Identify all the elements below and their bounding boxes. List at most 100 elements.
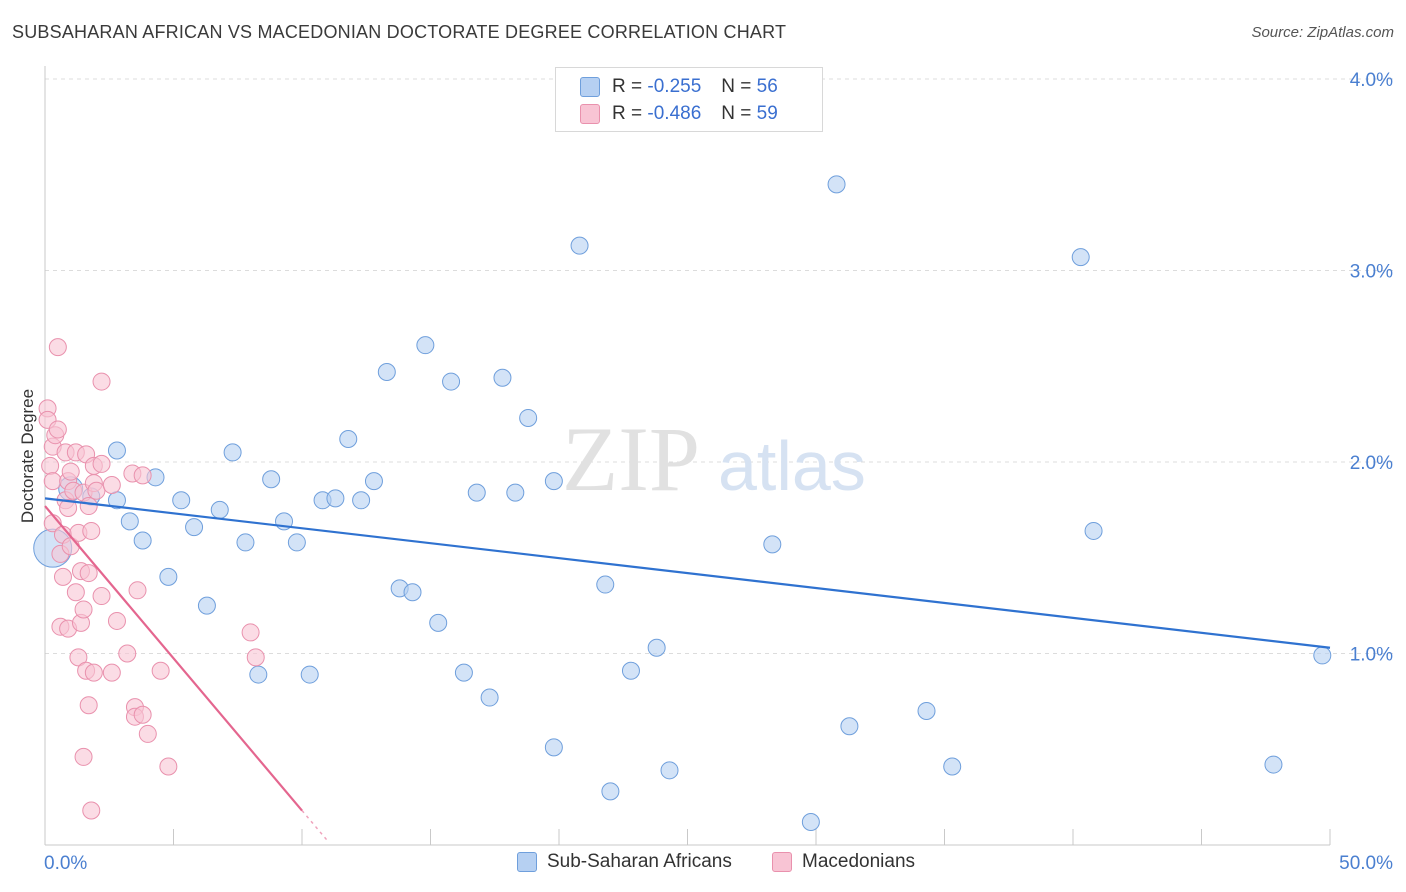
data-point bbox=[138, 724, 157, 743]
watermark-zip: ZIP bbox=[562, 408, 700, 510]
data-point bbox=[262, 470, 281, 489]
data-point bbox=[159, 567, 178, 586]
data-point bbox=[102, 663, 121, 682]
data-point bbox=[172, 491, 191, 510]
source-credit: Source: ZipAtlas.com bbox=[1251, 24, 1394, 41]
legend-item-macedonian: Macedonians bbox=[772, 851, 915, 873]
data-point bbox=[1071, 248, 1090, 267]
x-tick-label-min: 0.0% bbox=[44, 853, 87, 874]
data-point bbox=[1084, 521, 1103, 540]
data-point bbox=[429, 613, 448, 632]
data-point bbox=[74, 747, 93, 766]
y-tick-label: 2.0% bbox=[1350, 453, 1393, 474]
legend-n-value: 59 bbox=[756, 103, 778, 124]
data-point bbox=[377, 362, 396, 381]
trend-line-macedonian bbox=[44, 505, 303, 812]
data-point bbox=[326, 489, 345, 508]
data-point bbox=[763, 535, 782, 554]
data-point bbox=[92, 454, 111, 473]
y-tick-label: 3.0% bbox=[1350, 262, 1393, 283]
data-point bbox=[223, 443, 242, 462]
legend-r-label: R = bbox=[612, 103, 643, 124]
data-point bbox=[352, 491, 371, 510]
legend-item-sub-saharan: Sub-Saharan Africans bbox=[517, 851, 732, 873]
data-point bbox=[185, 518, 204, 537]
data-point bbox=[79, 696, 98, 715]
data-point bbox=[493, 368, 512, 387]
legend-swatch-pink bbox=[772, 852, 792, 872]
chart-title: SUBSAHARAN AFRICAN VS MACEDONIAN DOCTORA… bbox=[12, 22, 787, 42]
x-tick-label-max: 50.0% bbox=[1339, 853, 1393, 874]
data-point bbox=[48, 420, 67, 439]
y-tick-label: 4.0% bbox=[1350, 70, 1393, 91]
data-point bbox=[151, 661, 170, 680]
data-point bbox=[159, 757, 178, 776]
data-point bbox=[840, 717, 859, 736]
data-point bbox=[82, 521, 101, 540]
trend-line-sub-saharan bbox=[44, 497, 1331, 649]
data-point bbox=[943, 757, 962, 776]
gridlines bbox=[45, 78, 1393, 654]
legend-swatch-blue bbox=[517, 852, 537, 872]
data-point bbox=[92, 372, 111, 391]
legend-row-macedonian: R = -0.486 N = 59 bbox=[580, 102, 778, 126]
legend-label-sub-saharan: Sub-Saharan Africans bbox=[547, 851, 732, 872]
y-tick-label: 1.0% bbox=[1350, 645, 1393, 666]
legend-r-label: R = bbox=[612, 76, 643, 97]
data-point bbox=[43, 472, 62, 491]
data-point bbox=[300, 665, 319, 684]
legend-label-macedonian: Macedonians bbox=[802, 851, 916, 872]
data-point bbox=[827, 175, 846, 194]
data-point bbox=[133, 466, 152, 485]
data-point bbox=[442, 372, 461, 391]
stats-legend: R = -0.255 N = 56 R = -0.486 N = 59 bbox=[555, 67, 823, 132]
data-point bbox=[41, 456, 60, 475]
data-point bbox=[467, 483, 486, 502]
data-point bbox=[53, 567, 72, 586]
data-point bbox=[1313, 646, 1332, 665]
data-point bbox=[236, 533, 255, 552]
data-point bbox=[647, 638, 666, 657]
watermark: ZIP atlas bbox=[562, 408, 866, 510]
data-point bbox=[102, 475, 121, 494]
data-point bbox=[544, 472, 563, 491]
x-tick-marks bbox=[173, 829, 1331, 845]
trend-line-macedonian-extension bbox=[301, 810, 329, 842]
data-point bbox=[82, 801, 101, 820]
data-point bbox=[120, 512, 139, 531]
data-point bbox=[917, 701, 936, 720]
data-point bbox=[480, 688, 499, 707]
legend-r-value: -0.255 bbox=[647, 76, 702, 97]
data-point bbox=[544, 738, 563, 757]
data-point bbox=[241, 623, 260, 642]
legend-swatch-blue bbox=[580, 77, 600, 97]
data-point bbox=[107, 611, 126, 630]
data-point bbox=[84, 663, 103, 682]
data-point bbox=[249, 665, 268, 684]
data-point bbox=[601, 782, 620, 801]
data-point bbox=[210, 500, 229, 519]
trend-lines bbox=[44, 497, 1331, 842]
series-macedonian-points bbox=[38, 338, 265, 820]
data-point bbox=[416, 336, 435, 355]
data-point bbox=[801, 813, 820, 832]
watermark-atlas: atlas bbox=[718, 427, 866, 505]
data-point bbox=[69, 648, 88, 667]
data-point bbox=[128, 581, 147, 600]
data-point bbox=[596, 575, 615, 594]
legend-n-value: 56 bbox=[756, 76, 778, 97]
legend-r-value: -0.486 bbox=[647, 103, 702, 124]
data-point bbox=[61, 462, 80, 481]
data-point bbox=[1264, 755, 1283, 774]
data-point bbox=[48, 338, 67, 357]
data-point bbox=[118, 644, 137, 663]
data-point bbox=[506, 483, 525, 502]
data-point bbox=[79, 564, 98, 583]
data-point bbox=[197, 596, 216, 615]
y-axis-label: Doctorate Degree bbox=[18, 389, 37, 523]
data-point bbox=[133, 705, 152, 724]
data-point bbox=[87, 481, 106, 500]
data-point bbox=[621, 661, 640, 680]
data-point bbox=[92, 587, 111, 606]
